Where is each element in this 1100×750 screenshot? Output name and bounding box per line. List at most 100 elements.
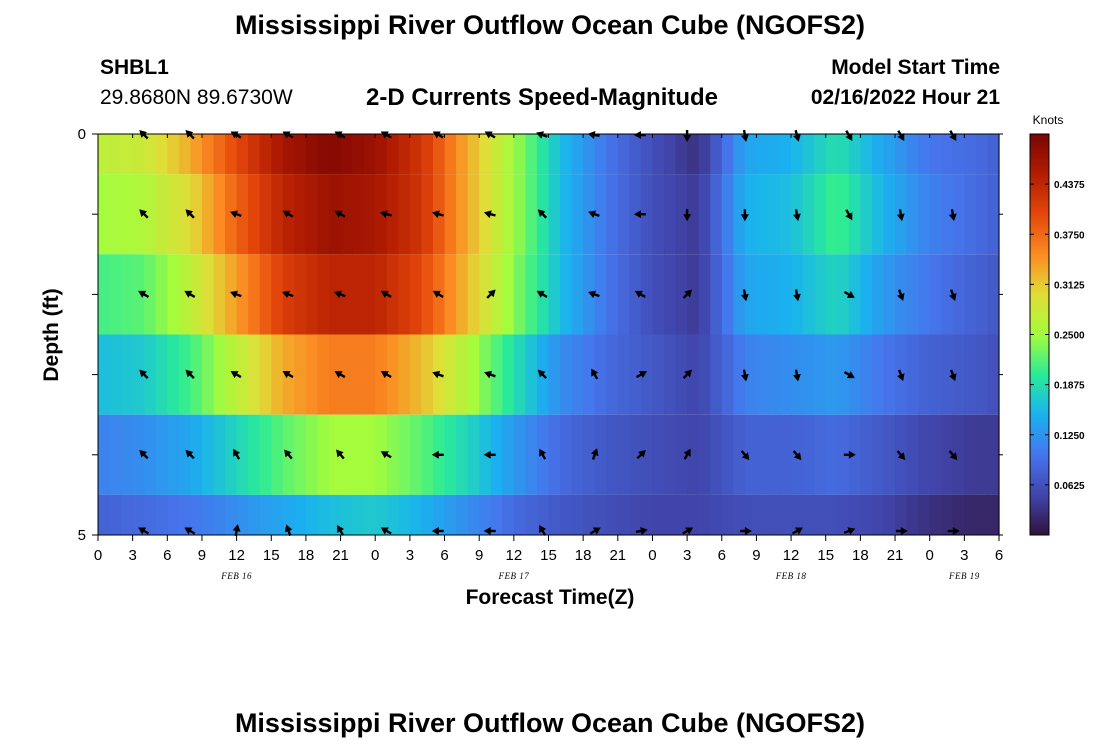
heatmap-cell [155, 414, 168, 495]
heatmap-cell [248, 494, 261, 535]
heatmap-cell [710, 174, 723, 255]
heatmap-cell [317, 334, 330, 415]
current-vector-head [638, 449, 646, 458]
heatmap-cell [860, 134, 873, 175]
heatmap-cell [860, 254, 873, 335]
current-vector [536, 131, 548, 139]
heatmap-cell [248, 134, 261, 175]
colorbar-tick-label: 0.4375 [1054, 180, 1085, 191]
current-vector [431, 450, 444, 459]
current-vector [139, 369, 149, 379]
current-vector [896, 450, 906, 461]
heatmap-cell [594, 254, 607, 335]
current-vector-head [847, 527, 856, 535]
heatmap-cell [201, 134, 215, 175]
heatmap-cell [871, 254, 885, 335]
heatmap-cell [409, 414, 423, 495]
date-label: FEB 17 [497, 571, 529, 581]
x-tick-label: 9 [752, 547, 760, 564]
heatmap-cell [664, 414, 677, 495]
colorbar-tick-label: 0.1875 [1054, 381, 1085, 392]
heatmap-cell [444, 334, 457, 415]
heatmap-cell [837, 334, 850, 415]
current-vector-head [638, 371, 647, 379]
heatmap-cell [513, 494, 526, 535]
current-vector [948, 450, 958, 461]
heatmap-cell [906, 334, 919, 415]
heatmap-cell [698, 494, 711, 535]
current-vector-head [334, 131, 343, 139]
heatmap-cell [167, 414, 180, 495]
heatmap-cell [213, 174, 226, 255]
heatmap-cell [317, 414, 330, 495]
current-vector [334, 131, 346, 139]
heatmap-cell [606, 134, 619, 175]
heatmap-cell [502, 174, 515, 255]
heatmap-cell [952, 414, 965, 495]
heatmap-cell [871, 334, 885, 415]
heatmap-cell [98, 414, 111, 495]
heatmap-cell [479, 334, 492, 415]
current-vector-head [536, 290, 545, 298]
current-vector [682, 369, 693, 379]
heatmap-cell [409, 494, 423, 535]
heatmap-cell [918, 174, 931, 255]
heatmap-cell [825, 174, 838, 255]
heatmap-cell [744, 414, 758, 495]
heatmap-cell [964, 134, 977, 175]
heatmap-cell [571, 174, 584, 255]
heatmap-cell [825, 414, 838, 495]
heatmap-cell [513, 334, 526, 415]
heatmap-cell [698, 334, 711, 415]
heatmap-cell [225, 334, 238, 415]
heatmap-cell [444, 134, 457, 175]
current-vector [432, 210, 444, 219]
current-vector-head [587, 131, 596, 139]
heatmap-cell [144, 334, 157, 415]
x-tick-label: 3 [683, 547, 691, 564]
heatmap-cell [883, 254, 896, 335]
heatmap-cell [895, 134, 908, 175]
heatmap-cell [571, 414, 584, 495]
heatmap-cell [282, 494, 295, 535]
heatmap-cell [155, 254, 168, 335]
heatmap-cell [791, 494, 804, 535]
current-vector-head [284, 449, 292, 458]
heatmap-cell [640, 414, 654, 495]
heatmap-cell [548, 414, 561, 495]
heatmap-cell [363, 494, 376, 535]
heatmap-cell [294, 134, 307, 175]
heatmap-cell [502, 254, 515, 335]
heatmap-cell [767, 174, 781, 255]
heatmap-cell [490, 334, 503, 415]
current-vector [633, 210, 646, 219]
heatmap-cell [617, 494, 630, 535]
current-vector [634, 290, 646, 298]
current-vector [230, 210, 242, 218]
heatmap-cell [340, 414, 353, 495]
heatmap-cell [871, 414, 885, 495]
current-vector [683, 209, 692, 222]
current-vector [230, 290, 242, 299]
heatmap-cell [167, 254, 180, 335]
heatmap-cell [814, 134, 827, 175]
heatmap-cell [975, 494, 989, 535]
heatmap-cell [883, 134, 896, 175]
current-vector-head [793, 452, 802, 461]
heatmap-cell [456, 254, 469, 335]
current-vector [843, 371, 855, 379]
heatmap-cell [594, 414, 607, 495]
heatmap-cell [640, 134, 654, 175]
heatmap-cell [710, 414, 723, 495]
heatmap-cell [132, 414, 145, 495]
heatmap-cell [698, 414, 711, 495]
heatmap-cell [329, 254, 342, 335]
heatmap-cell [837, 254, 850, 335]
heatmap-cell [721, 174, 734, 255]
x-tick-label: 12 [228, 547, 245, 564]
current-vector [947, 527, 960, 535]
y-tick-label: 0 [78, 126, 86, 143]
current-vector-head [792, 373, 801, 382]
current-vector [380, 371, 392, 379]
current-vector-head [949, 452, 958, 461]
